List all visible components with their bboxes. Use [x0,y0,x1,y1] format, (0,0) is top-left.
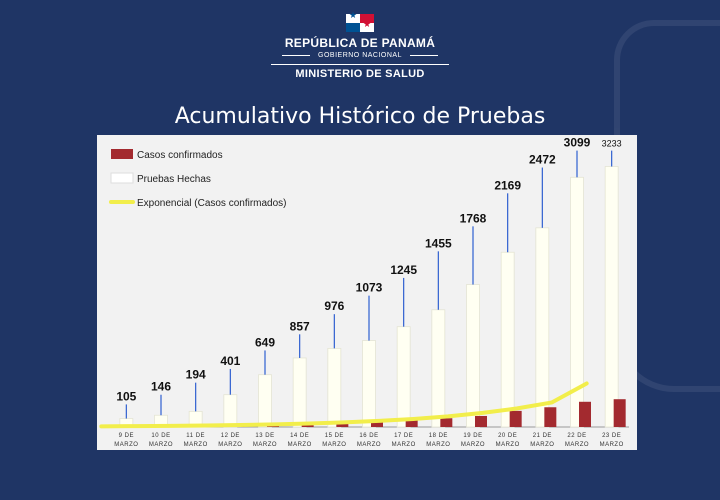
government-subtitle: GOBIERNO NACIONAL [0,52,720,59]
x-tick-label-day: 15 DE [325,433,344,439]
x-tick-label-month: MARZO [322,442,346,448]
x-tick-label-month: MARZO [530,442,554,448]
tests-chart: 0500100015002000250030003500105146194401… [97,135,637,450]
data-label: 1768 [460,211,487,225]
x-tick-label-day: 19 DE [463,433,482,439]
ministry-name: MINISTERIO DE SALUD [295,68,425,80]
tests-bar [466,284,480,428]
data-label: 649 [255,335,275,349]
government-header: REPÚBLICA DE PANAMÁ GOBIERNO NACIONAL MI… [0,11,720,80]
data-label: 2169 [494,178,521,192]
x-tick-label-month: MARZO [600,442,624,448]
x-tick-label-day: 13 DE [255,433,274,439]
confirmed-bar [509,410,522,427]
x-tick-label-month: MARZO [288,442,312,448]
x-tick-label-month: MARZO [461,442,485,448]
legend-swatch-tests [110,172,134,184]
tests-bar [258,374,272,428]
tests-bar [396,326,411,428]
x-tick-label-day: 10 DE [151,433,170,439]
tests-bar [604,166,619,428]
confirmed-bar [405,420,418,427]
data-label: 2472 [529,153,556,167]
legend-label-tests: Pruebas Hechas [137,174,211,185]
x-tick-label-day: 18 DE [429,433,448,439]
data-label: 3099 [564,136,591,150]
x-tick-label-day: 16 DE [359,433,378,439]
x-tick-label-day: 11 DE [186,433,205,439]
tests-bar [535,227,550,428]
country-name: REPÚBLICA DE PANAMÁ [284,36,436,50]
exponential-trend-line [99,381,589,429]
data-label: 3233 [602,139,622,149]
data-label: 1073 [356,281,383,295]
legend-label-exponential: Exponencial (Casos confirmados) [137,198,287,209]
data-label: 857 [290,319,310,333]
x-tick-label-month: MARZO [184,442,208,448]
x-tick-label-month: MARZO [218,442,242,448]
x-tick-label-month: MARZO [357,442,381,448]
tests-bar [327,347,342,428]
tests-bar [362,340,376,428]
legend-label-confirmed: Casos confirmados [137,150,223,161]
confirmed-bar [613,399,626,427]
x-tick-label-day: 23 DE [602,433,621,439]
x-tick-label-day: 21 DE [533,433,552,439]
government-label: GOBIERNO NACIONAL [318,52,402,59]
x-tick-label-month: MARZO [114,442,138,448]
page-title: Acumulativo Histórico de Pruebas [174,104,546,129]
x-tick-label-month: MARZO [149,442,173,448]
confirmed-bar [336,422,349,427]
confirmed-bar [371,421,383,427]
x-tick-label-day: 20 DE [498,433,517,439]
x-tick-label-day: 22 DE [567,433,586,439]
data-label: 976 [324,299,344,313]
x-tick-label-day: 14 DE [290,433,309,439]
confirmed-bar [440,418,453,427]
data-label: 146 [151,380,171,394]
x-tick-label-month: MARZO [426,442,450,448]
x-tick-label-month: MARZO [496,442,520,448]
chart-svg: 0500100015002000250030003500105146194401… [97,136,629,448]
x-tick-label-day: 12 DE [221,433,240,439]
data-label: 194 [186,368,206,382]
x-tick-label-day: 17 DE [394,433,413,439]
confirmed-bar [475,415,487,427]
confirmed-bar [579,401,591,427]
x-tick-label-month: MARZO [253,442,277,448]
tests-bar [223,394,238,428]
header-divider [271,64,449,65]
x-tick-label-month: MARZO [565,442,589,448]
panama-flag-icon [346,11,374,32]
data-label: 401 [220,354,240,368]
x-tick-label-month: MARZO [392,442,416,448]
tests-bar [292,357,307,428]
confirmed-bar [544,407,557,427]
tests-bar [500,251,515,428]
data-label: 1245 [390,263,417,277]
tests-bar [431,309,446,428]
data-label: 1455 [425,236,452,250]
data-label: 105 [116,389,136,403]
x-tick-label-day: 9 DE [119,433,134,439]
legend-swatch-confirmed [111,149,133,159]
